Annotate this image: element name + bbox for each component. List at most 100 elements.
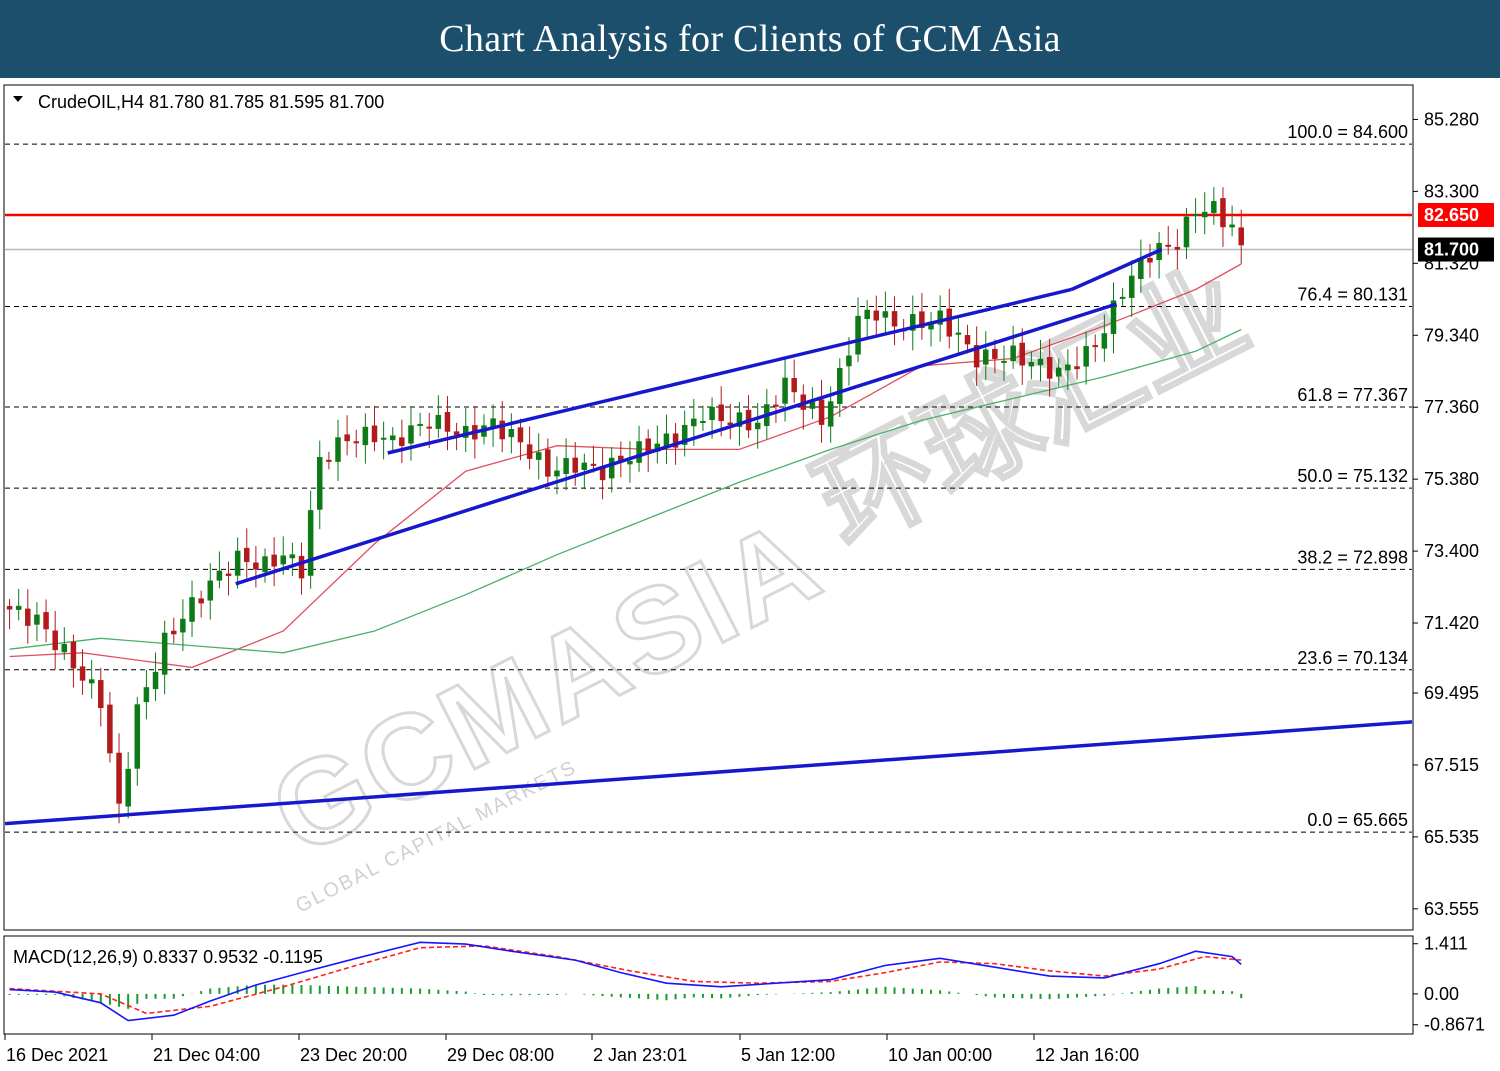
fib-label: 61.8 = 77.367 [1297, 385, 1408, 405]
candle [526, 426, 533, 470]
candle [408, 406, 414, 461]
candle [508, 413, 515, 454]
candle [1092, 334, 1098, 363]
candle [517, 418, 524, 461]
candle [572, 441, 578, 486]
candle [326, 451, 332, 470]
candle [435, 395, 442, 438]
ma-slow-line [9, 328, 1242, 654]
candle [1046, 338, 1053, 397]
price-tick-label: 63.555 [1424, 899, 1479, 919]
candle [1019, 328, 1026, 385]
macd-plot-frame [3, 935, 1414, 1035]
candle [271, 537, 277, 587]
candle [134, 696, 141, 786]
fib-label: 100.0 = 84.600 [1287, 122, 1408, 142]
macd-main-line [9, 941, 1242, 1022]
time-tick-label: 29 Dec 08:00 [447, 1045, 554, 1065]
candle [1165, 225, 1171, 255]
candle [161, 620, 168, 695]
candle [307, 490, 314, 589]
svg-text:81.700: 81.700 [1424, 240, 1479, 260]
candle [554, 456, 560, 495]
candle [15, 588, 22, 621]
channel-upper-line [387, 287, 1072, 455]
candle [791, 359, 797, 403]
candle [627, 441, 633, 483]
menu-triangle-icon[interactable] [13, 96, 23, 102]
candle [773, 395, 779, 423]
candle [1074, 346, 1080, 380]
trendlines [4, 247, 1413, 826]
candle [1119, 287, 1126, 306]
price-tick-label: 69.495 [1424, 683, 1479, 703]
candle [298, 542, 305, 595]
time-tick-label: 23 Dec 20:00 [300, 1045, 407, 1065]
candle [1065, 349, 1071, 391]
candle [864, 299, 870, 339]
candle [754, 402, 761, 449]
candle [52, 611, 58, 670]
candle [216, 551, 223, 589]
candle [344, 415, 350, 456]
candle [608, 447, 615, 493]
price-axis: 85.28083.30081.32079.34077.36075.38073.4… [1413, 109, 1479, 919]
price-tick-label: 85.280 [1424, 109, 1479, 129]
fibonacci-labels: 100.0 = 84.600 76.4 = 80.131 61.8 = 77.367… [1287, 122, 1408, 830]
macd-signal-line [9, 945, 1242, 1015]
time-tick-label: 2 Jan 23:01 [593, 1045, 687, 1065]
candle [98, 667, 104, 727]
candle [873, 295, 880, 335]
candle [399, 419, 405, 464]
candle [1238, 209, 1244, 264]
symbol-header: CrudeOIL,H4 81.780 81.785 81.595 81.700 [38, 92, 384, 112]
price-tick-label: 79.340 [1424, 325, 1479, 345]
time-tick-label: 10 Jan 00:00 [888, 1045, 992, 1065]
candle [289, 542, 296, 577]
candle [964, 324, 971, 354]
fib-label: 50.0 = 75.132 [1297, 466, 1408, 486]
macd-panel[interactable]: 1.411 0.00 -0.8671 MACD(12,26,9) 0.8337 0.… [3, 934, 1485, 1035]
macd-tick-label: 1.411 [1424, 934, 1468, 954]
candle [782, 359, 788, 422]
candle [846, 337, 852, 386]
candle [180, 599, 186, 652]
candle [43, 599, 49, 643]
candle [171, 617, 177, 644]
price-tick-label: 67.515 [1424, 755, 1479, 775]
candle [389, 427, 396, 452]
candle [700, 405, 706, 431]
candle [1147, 243, 1153, 278]
price-tick-label: 71.420 [1424, 613, 1479, 633]
candle [882, 291, 889, 333]
candle [973, 326, 980, 386]
candle [207, 563, 214, 620]
fib-label: 38.2 = 72.898 [1297, 547, 1408, 567]
candle [116, 733, 122, 824]
candle [462, 408, 469, 452]
price-tick-label: 83.300 [1424, 181, 1479, 201]
candle [61, 627, 68, 660]
candle [545, 438, 551, 488]
candle [1101, 314, 1108, 362]
time-tick-label: 16 Dec 2021 [6, 1045, 108, 1065]
banner-title: Chart Analysis for Clients of GCM Asia [0, 0, 1500, 78]
candle [955, 317, 962, 355]
channel-middle-line [1070, 247, 1163, 292]
candle [253, 546, 259, 588]
candle [1110, 282, 1117, 354]
candle [855, 297, 861, 363]
candle [1128, 260, 1135, 317]
candle [225, 561, 232, 596]
candle [1183, 207, 1190, 259]
long-term-support-line [4, 720, 1413, 826]
candle [992, 339, 998, 374]
candle [919, 292, 925, 340]
candle [262, 548, 268, 583]
fib-label: 23.6 = 70.134 [1297, 648, 1408, 668]
candle [1083, 331, 1089, 385]
candle [891, 296, 898, 346]
price-tick-label: 75.380 [1424, 469, 1479, 489]
